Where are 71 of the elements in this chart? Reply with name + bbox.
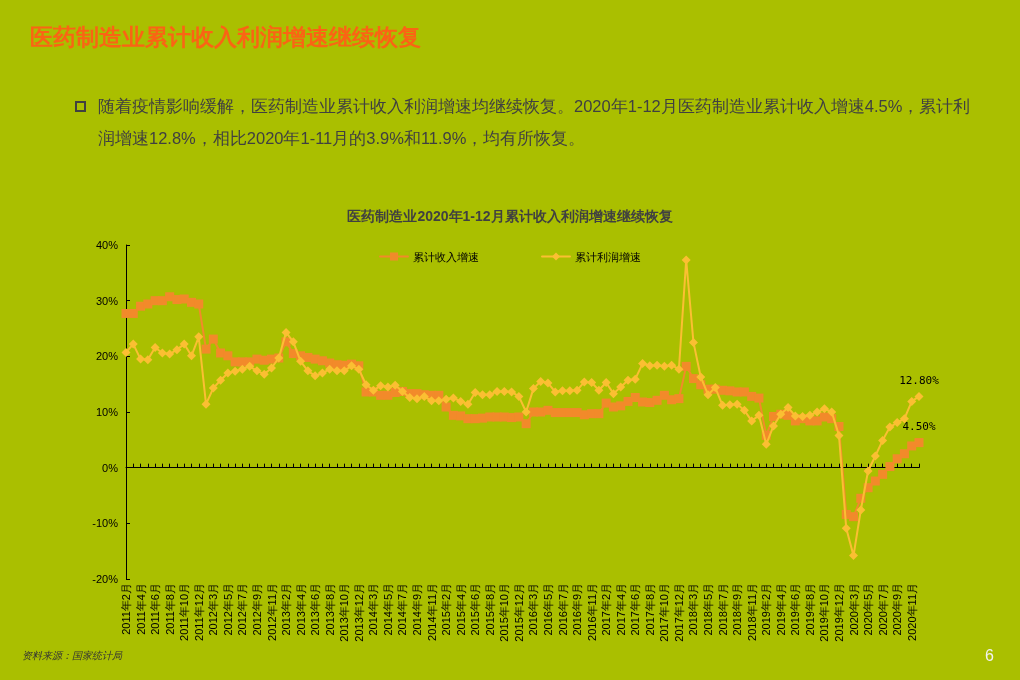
x-tick-label: 2020年3月 [847,583,860,636]
x-tick-label: 2012年7月 [236,583,249,636]
text: 6 [985,647,994,665]
x-tick-label: 2014年11月 [425,583,438,641]
x-tick-label: 2015年6月 [469,583,482,636]
x-tick-label: 2018年5月 [702,583,715,636]
data-label: 4.50% [902,420,936,434]
x-tick-label: 2012年5月 [221,583,234,636]
x-tick-label: 2017年4月 [614,583,627,636]
x-tick-label: 2018年9月 [731,583,744,636]
text: 资料来源：国家统计局 [22,649,122,663]
x-tick-label: 2018年3月 [687,583,700,636]
x-tick-label: 2011年4月 [134,583,147,635]
y-tick-label: 30% [95,294,119,307]
x-tick-label: 2015年4月 [454,583,467,636]
x-tick-label: 2017年12月 [672,583,685,642]
y-tick-label: -10% [92,517,119,530]
x-tick-label: 2015年10月 [498,583,511,642]
x-tick-label: 2014年7月 [396,583,409,636]
x-tick-label: 2019年6月 [789,583,802,636]
text: 随着疫情影响缓解，医药制造业累计收入利润增速均继续恢复。2020年1-12月医药制造业累计收入增速4.5%，累计利润增速12.8%，相比2020年1-11月的3.9%和11.9%，均有所恢复。 [98,96,972,149]
x-tick-label: 2015年12月 [512,583,525,642]
y-tick-label: -20% [92,573,119,585]
data-label: 12.80% [899,373,940,387]
x-tick-label: 2016年9月 [571,583,584,636]
y-tick-label: 10% [95,406,119,418]
x-tick-label: 2017年2月 [600,583,613,636]
x-tick-label: 2019年12月 [832,583,845,642]
x-tick-label: 2014年5月 [381,583,394,636]
chart-title: 医药制造业累计收入利润增速继续恢复 [30,23,421,52]
x-tick-label: 2018年11月 [745,583,758,641]
x-tick-label: 2016年7月 [556,583,569,636]
x-tick-label: 2020年11月 [905,583,918,641]
x-tick-label: 2013年8月 [323,583,336,636]
x-tick-label: 2017年6月 [629,583,642,636]
x-tick-label: 2014年9月 [411,583,424,636]
x-tick-label: 2019年4月 [774,583,787,636]
x-tick-label: 2013年6月 [309,583,322,636]
legend-label: 累计收入增速 [413,250,479,263]
y-tick-label: 20% [95,350,119,363]
x-tick-label: 2011年10月 [178,583,191,641]
x-tick-label: 2017年8月 [643,583,656,636]
x-tick-label: 2012年3月 [207,583,220,636]
x-tick-label: 2011年6月 [149,583,162,635]
x-tick-label: 2019年10月 [818,583,831,642]
x-tick-label: 2017年10月 [658,583,671,642]
x-tick-label: 2012年11月 [265,583,278,641]
x-tick-label: 2011年12月 [192,583,205,641]
x-tick-label: 2013年10月 [338,583,351,642]
x-tick-label: 2013年12月 [352,583,365,642]
legend-label: 累计利润增速 [575,250,641,263]
x-tick-label: 2019年2月 [760,583,773,636]
x-tick-label: 2018年7月 [716,583,729,636]
x-tick-label: 2019年8月 [803,583,816,636]
x-tick-label: 2016年5月 [541,583,554,636]
x-tick-label: 2020年7月 [876,583,889,636]
x-tick-label: 2016年11月 [585,583,598,641]
x-tick-label: 2020年5月 [862,583,875,636]
x-tick-label: 2011年8月 [163,583,176,635]
chart-subtitle: 医药制造业2020年1-12月累计收入利润增速继续恢复 [347,208,673,224]
x-tick-label: 2016年3月 [527,583,540,636]
x-tick-label: 2014年3月 [367,583,380,636]
x-tick-label: 2020年9月 [891,583,904,636]
x-tick-label: 2015年2月 [440,583,453,636]
x-tick-label: 2013年4月 [294,583,307,636]
x-tick-label: 2015年8月 [483,583,496,636]
x-tick-label: 2011年2月 [120,583,132,635]
x-tick-label: 2013年2月 [280,583,293,636]
x-tick-label: 2012年9月 [250,583,263,636]
y-tick-label: 40% [95,239,119,251]
y-tick-label: 0% [102,461,119,474]
